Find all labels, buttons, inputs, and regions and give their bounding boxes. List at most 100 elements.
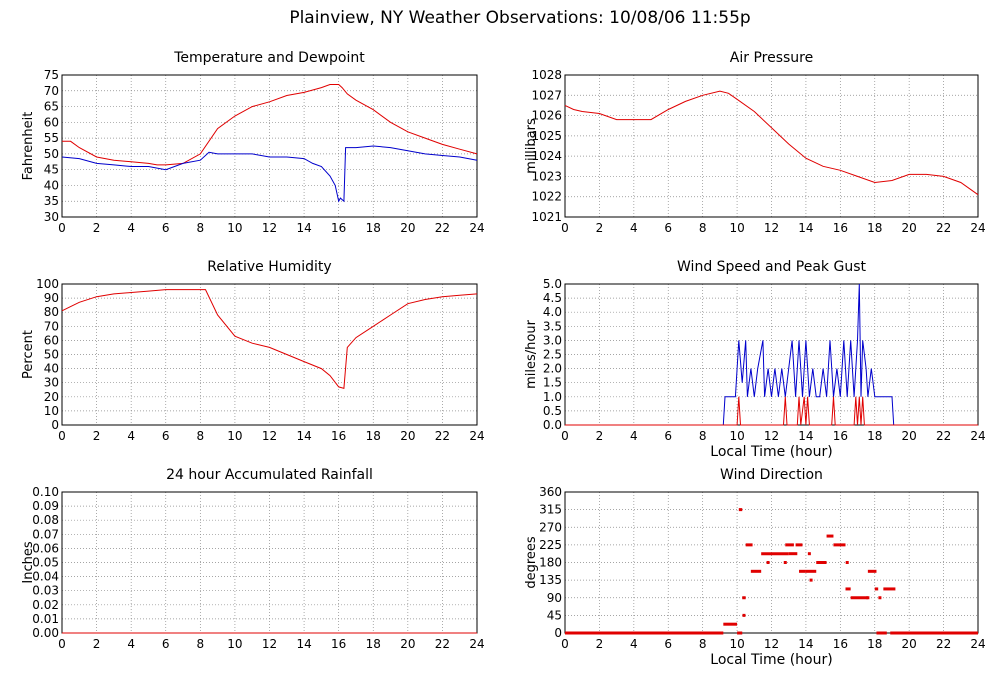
y-tick-label: 55	[44, 131, 59, 145]
chart-title: Wind Direction	[720, 467, 823, 483]
x-tick-label: 0	[58, 429, 66, 443]
x-tick-label: 6	[664, 429, 672, 443]
x-tick-label: 4	[127, 429, 135, 443]
x-axis-label: Local Time (hour)	[710, 444, 832, 460]
wind-chart: 0.00.51.01.52.02.53.03.54.04.55.00 2 4 6 8 10…	[524, 259, 986, 460]
y-tick-label: 35	[44, 194, 59, 208]
x-tick-label: 8	[699, 637, 707, 651]
x-tick-label: 2	[93, 221, 101, 235]
y-tick-label: 135	[539, 573, 562, 587]
y-tick-label: 0.08	[32, 513, 59, 527]
x-tick-label: 12	[764, 429, 779, 443]
x-tick-label: 10	[729, 221, 744, 235]
x-tick-label: 12	[262, 221, 277, 235]
y-tick-label: 70	[44, 319, 59, 333]
x-tick-label: 16	[833, 429, 848, 443]
y-tick-label: 4.5	[543, 291, 562, 305]
x-tick-label: 0	[58, 221, 66, 235]
x-tick-label: 0	[561, 637, 569, 651]
y-tick-label: 1026	[531, 109, 562, 123]
y-tick-label: 3.5	[543, 319, 562, 333]
y-tick-label: 0.5	[543, 404, 562, 418]
y-tick-label: 315	[539, 503, 562, 517]
y-tick-label: 50	[44, 147, 59, 161]
x-tick-label: 22	[435, 429, 450, 443]
y-tick-label: 90	[547, 591, 562, 605]
x-tick-label: 8	[197, 637, 205, 651]
y-tick-label: 2.5	[543, 348, 562, 362]
x-tick-label: 24	[970, 637, 985, 651]
x-tick-label: 8	[699, 429, 707, 443]
direction-point	[742, 613, 746, 617]
y-axis-label: millibars	[524, 118, 539, 174]
x-tick-label: 4	[630, 429, 638, 443]
direction-point	[783, 561, 787, 564]
x-tick-label: 22	[435, 637, 450, 651]
y-tick-label: 70	[44, 84, 59, 98]
direction-point	[807, 552, 811, 556]
x-tick-label: 22	[936, 429, 951, 443]
y-tick-label: 0.04	[32, 570, 59, 584]
y-tick-label: 40	[44, 362, 59, 376]
y-tick-label: 270	[539, 520, 562, 534]
x-tick-label: 8	[197, 221, 205, 235]
y-tick-label: 1.5	[543, 376, 562, 390]
y-tick-label: 20	[44, 390, 59, 404]
rain-chart: 0.000.010.020.030.040.050.060.070.080.09…	[21, 467, 485, 651]
x-tick-label: 10	[227, 637, 242, 651]
x-tick-label: 10	[227, 221, 242, 235]
y-tick-label: 40	[44, 178, 59, 192]
x-tick-label: 16	[331, 221, 346, 235]
x-tick-label: 18	[867, 429, 882, 443]
y-axis-label: degrees	[524, 536, 539, 589]
y-tick-label: 60	[44, 333, 59, 347]
x-tick-label: 2	[596, 637, 604, 651]
x-tick-label: 12	[262, 429, 277, 443]
y-tick-label: 0	[51, 418, 59, 432]
chart-title: Temperature and Dewpoint	[173, 50, 365, 66]
y-tick-label: 30	[44, 376, 59, 390]
x-tick-label: 4	[630, 221, 638, 235]
temp-series-0-line	[62, 84, 478, 166]
humidity-series-0-line	[61, 289, 478, 389]
y-tick-label: 0.09	[32, 499, 59, 513]
x-tick-label: 12	[262, 637, 277, 651]
x-tick-label: 18	[366, 637, 381, 651]
y-tick-label: 360	[539, 485, 562, 499]
x-tick-label: 0	[561, 429, 569, 443]
y-tick-label: 50	[44, 348, 59, 362]
x-tick-label: 0	[58, 637, 66, 651]
x-tick-label: 6	[162, 429, 170, 443]
y-tick-label: 0.01	[32, 612, 59, 626]
pressure-series-0-line	[564, 90, 979, 196]
y-tick-label: 0.02	[32, 598, 59, 612]
x-tick-label: 14	[798, 637, 813, 651]
x-tick-label: 22	[936, 637, 951, 651]
direction-point	[845, 561, 849, 564]
y-tick-label: 2.0	[543, 362, 562, 376]
y-tick-label: 80	[44, 305, 59, 319]
y-tick-label: 1028	[531, 68, 562, 82]
x-tick-label: 4	[630, 637, 638, 651]
x-axis-label: Local Time (hour)	[710, 652, 832, 668]
x-tick-label: 6	[162, 221, 170, 235]
chart-title: 24 hour Accumulated Rainfall	[166, 467, 373, 483]
y-tick-label: 75	[44, 68, 59, 82]
x-tick-label: 20	[400, 637, 415, 651]
plot-frame	[61, 283, 478, 426]
y-tick-label: 1.0	[543, 390, 562, 404]
x-tick-label: 12	[764, 637, 779, 651]
y-tick-label: 0.03	[32, 584, 59, 598]
x-tick-label: 18	[867, 637, 882, 651]
x-tick-label: 18	[867, 221, 882, 235]
y-tick-label: 10	[44, 404, 59, 418]
y-tick-label: 1027	[531, 88, 562, 102]
y-axis-label: miles/hour	[524, 319, 539, 388]
y-tick-label: 65	[44, 100, 59, 114]
x-tick-label: 24	[970, 429, 985, 443]
x-tick-label: 16	[331, 429, 346, 443]
x-tick-label: 24	[970, 221, 985, 235]
x-tick-label: 12	[764, 221, 779, 235]
